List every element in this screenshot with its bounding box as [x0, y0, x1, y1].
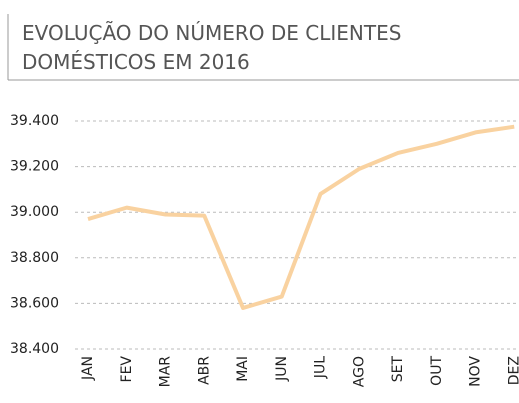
x-tick-label: DEZ	[506, 356, 519, 385]
x-tick-label: JAN	[80, 356, 96, 381]
x-tick-label: MAR	[158, 356, 174, 388]
x-tick-label: JUN	[274, 356, 290, 382]
x-tick-label: FEV	[119, 356, 135, 383]
x-tick-label: JUL	[313, 356, 329, 379]
y-tick-label: 39.000	[10, 204, 59, 220]
y-tick-label: 39.400	[10, 113, 59, 129]
line	[87, 124, 515, 310]
chart-title: DOMÉSTICOS EM 2016	[22, 50, 250, 74]
x-tick-label: MAI	[235, 356, 251, 382]
x-tick-label: NOV	[468, 356, 484, 387]
x-tick-label: SET	[390, 356, 406, 383]
y-tick-label: 39.200	[10, 159, 59, 175]
x-tick-label: AGO	[351, 356, 367, 387]
chart-title: EVOLUÇÃO DO NÚMERO DE CLIENTES	[22, 21, 401, 45]
y-tick-label: 38.800	[10, 250, 59, 266]
y-tick-label: 38.400	[10, 341, 59, 357]
y-tick-label: 38.600	[10, 295, 59, 311]
x-tick-label: OUT	[429, 356, 445, 386]
x-tick-label: ABR	[196, 356, 212, 385]
